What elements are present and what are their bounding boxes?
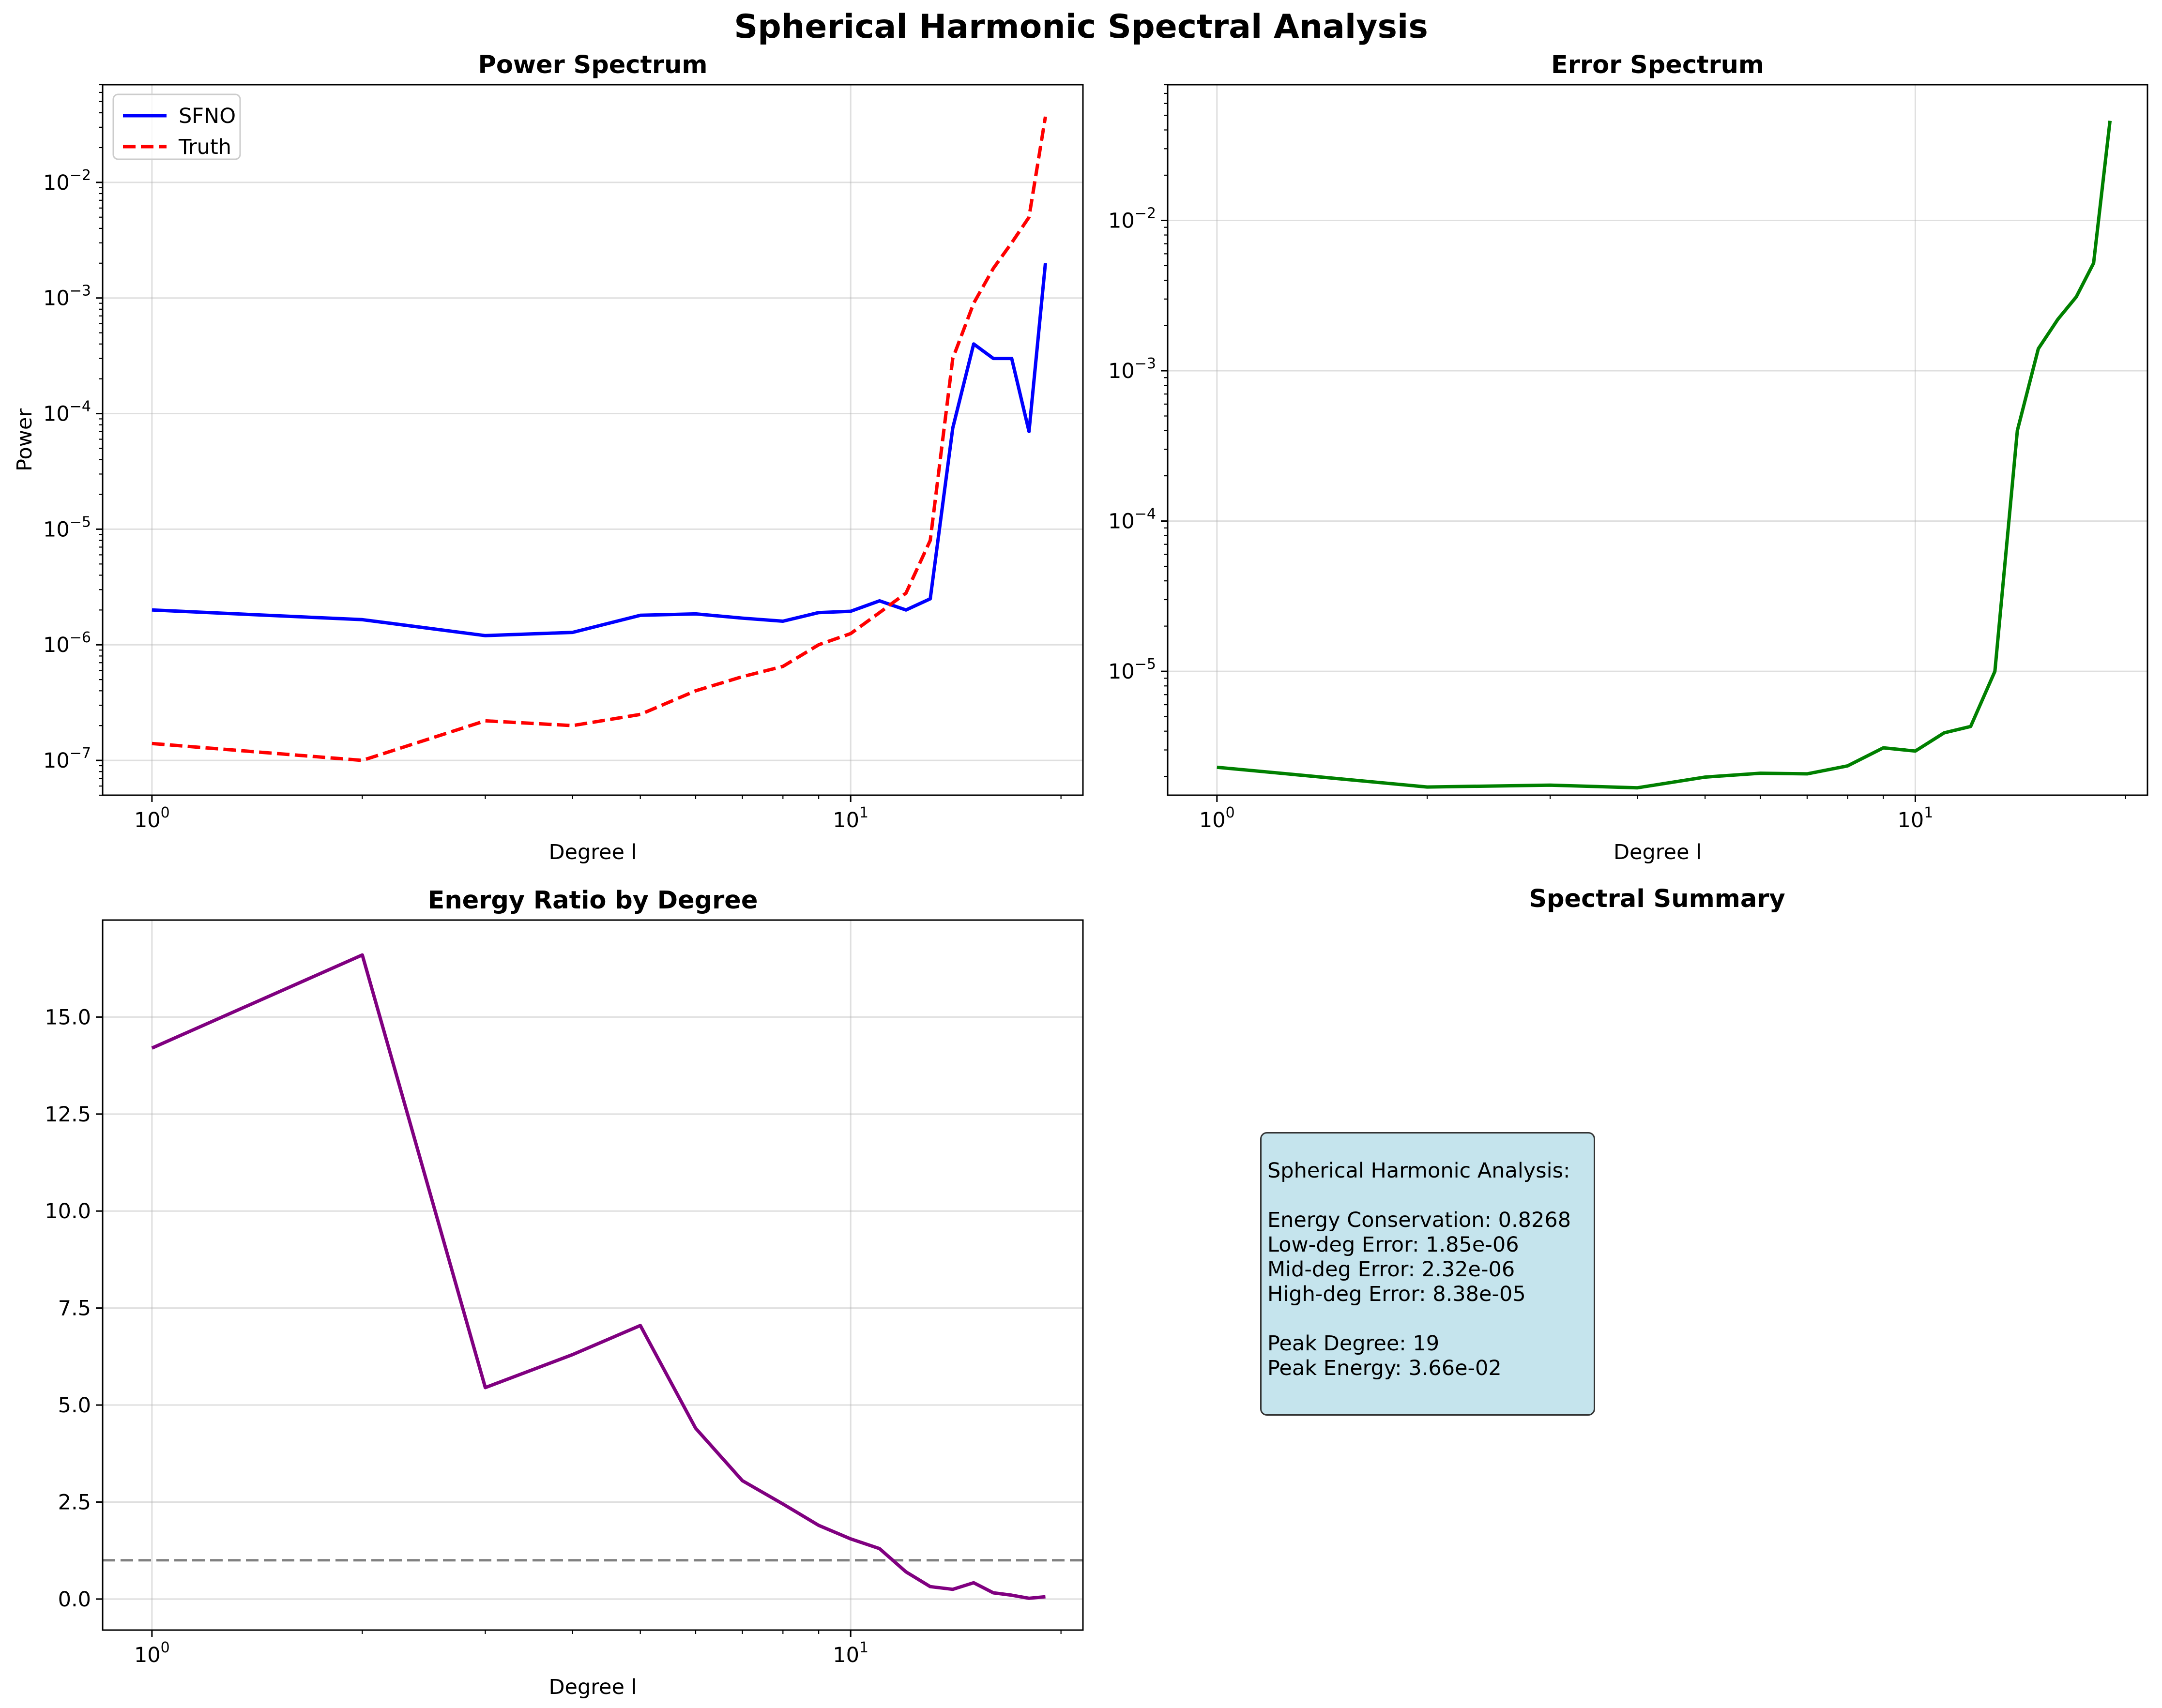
summary-box: Spherical Harmonic Analysis: Energy Cons… [1260, 1132, 1595, 1416]
y-tick-label: 10−6 [43, 629, 91, 657]
series-line [1217, 121, 2112, 790]
y-tick-label: 10−4 [43, 398, 91, 426]
x-tick-label: 100 [1199, 804, 1235, 832]
series-line [151, 953, 1046, 1600]
y-tick-label: 2.5 [58, 1490, 91, 1514]
y-tick-label: 10−2 [43, 167, 91, 195]
axes-frame [102, 919, 1084, 1631]
y-tick-label: 5.0 [58, 1393, 91, 1418]
axes-frame [102, 84, 1084, 796]
chart-title: Error Spectrum [1551, 51, 1764, 79]
power-spectrum-panel: 100 101 10−7 10−6 10−5 10−4 10−3 10−2 Power Spec… [13, 51, 1084, 864]
y-tick-label: 10−3 [1108, 355, 1156, 383]
x-tick-label: 101 [1898, 804, 1934, 832]
y-tick-label: 10−3 [43, 283, 91, 311]
x-tick-label: 101 [833, 804, 868, 832]
y-tick-label: 10−7 [43, 745, 91, 773]
figure-title: Spherical Harmonic Spectral Analysis [734, 8, 1428, 46]
summary-line: Energy Conservation: 0.8268 [1267, 1208, 1571, 1232]
x-axis-label: Degree l [548, 1675, 637, 1699]
y-tick-label: 10−2 [1108, 205, 1156, 233]
y-tick-label: 15.0 [45, 1005, 91, 1029]
summary-title: Spectral Summary [1529, 885, 1785, 913]
x-tick-label: 101 [833, 1639, 868, 1667]
y-tick-label: 10−5 [1108, 656, 1156, 684]
summary-line: Peak Energy: 3.66e-02 [1267, 1356, 1502, 1380]
summary-spacer [1267, 1307, 1594, 1331]
axes-frame [1167, 84, 2148, 796]
x-tick-label: 100 [134, 1639, 170, 1667]
x-axis-label: Degree l [548, 840, 637, 864]
x-tick-label: 100 [134, 804, 170, 832]
x-axis-label: Degree l [1614, 840, 1702, 864]
summary-line: Low-deg Error: 1.85e-06 [1267, 1233, 1519, 1257]
series-line [152, 116, 1047, 762]
y-axis-label: Power [13, 408, 37, 471]
error-spectrum-panel: 100 101 10−5 10−4 10−3 10−2 Error Spectrum Degr… [1108, 51, 2148, 864]
legend-box [112, 93, 241, 160]
legend-label: Truth [178, 135, 231, 159]
series-line [152, 263, 1047, 637]
summary-heading: Spherical Harmonic Analysis: [1267, 1159, 1570, 1183]
chart-title: Energy Ratio by Degree [427, 886, 758, 915]
summary-line: Mid-deg Error: 2.32e-06 [1267, 1257, 1515, 1282]
legend-label: SFNO [179, 104, 236, 128]
y-tick-label: 10.0 [45, 1199, 91, 1224]
chart-title: Power Spectrum [478, 51, 707, 79]
summary-line: High-deg Error: 8.38e-05 [1267, 1282, 1526, 1306]
y-tick-label: 0.0 [58, 1587, 91, 1612]
y-tick-label: 10−5 [43, 514, 91, 542]
y-tick-label: 7.5 [58, 1297, 91, 1321]
y-tick-label: 12.5 [45, 1103, 91, 1127]
y-tick-label: 10−4 [1108, 506, 1156, 534]
summary-line: Peak Degree: 19 [1267, 1331, 1440, 1356]
summary-spacer [1267, 1183, 1594, 1208]
energy-ratio-panel: 100 101 0.0 2.5 5.0 7.5 10.0 12.5 15.0 Energy Rat… [45, 886, 1084, 1699]
